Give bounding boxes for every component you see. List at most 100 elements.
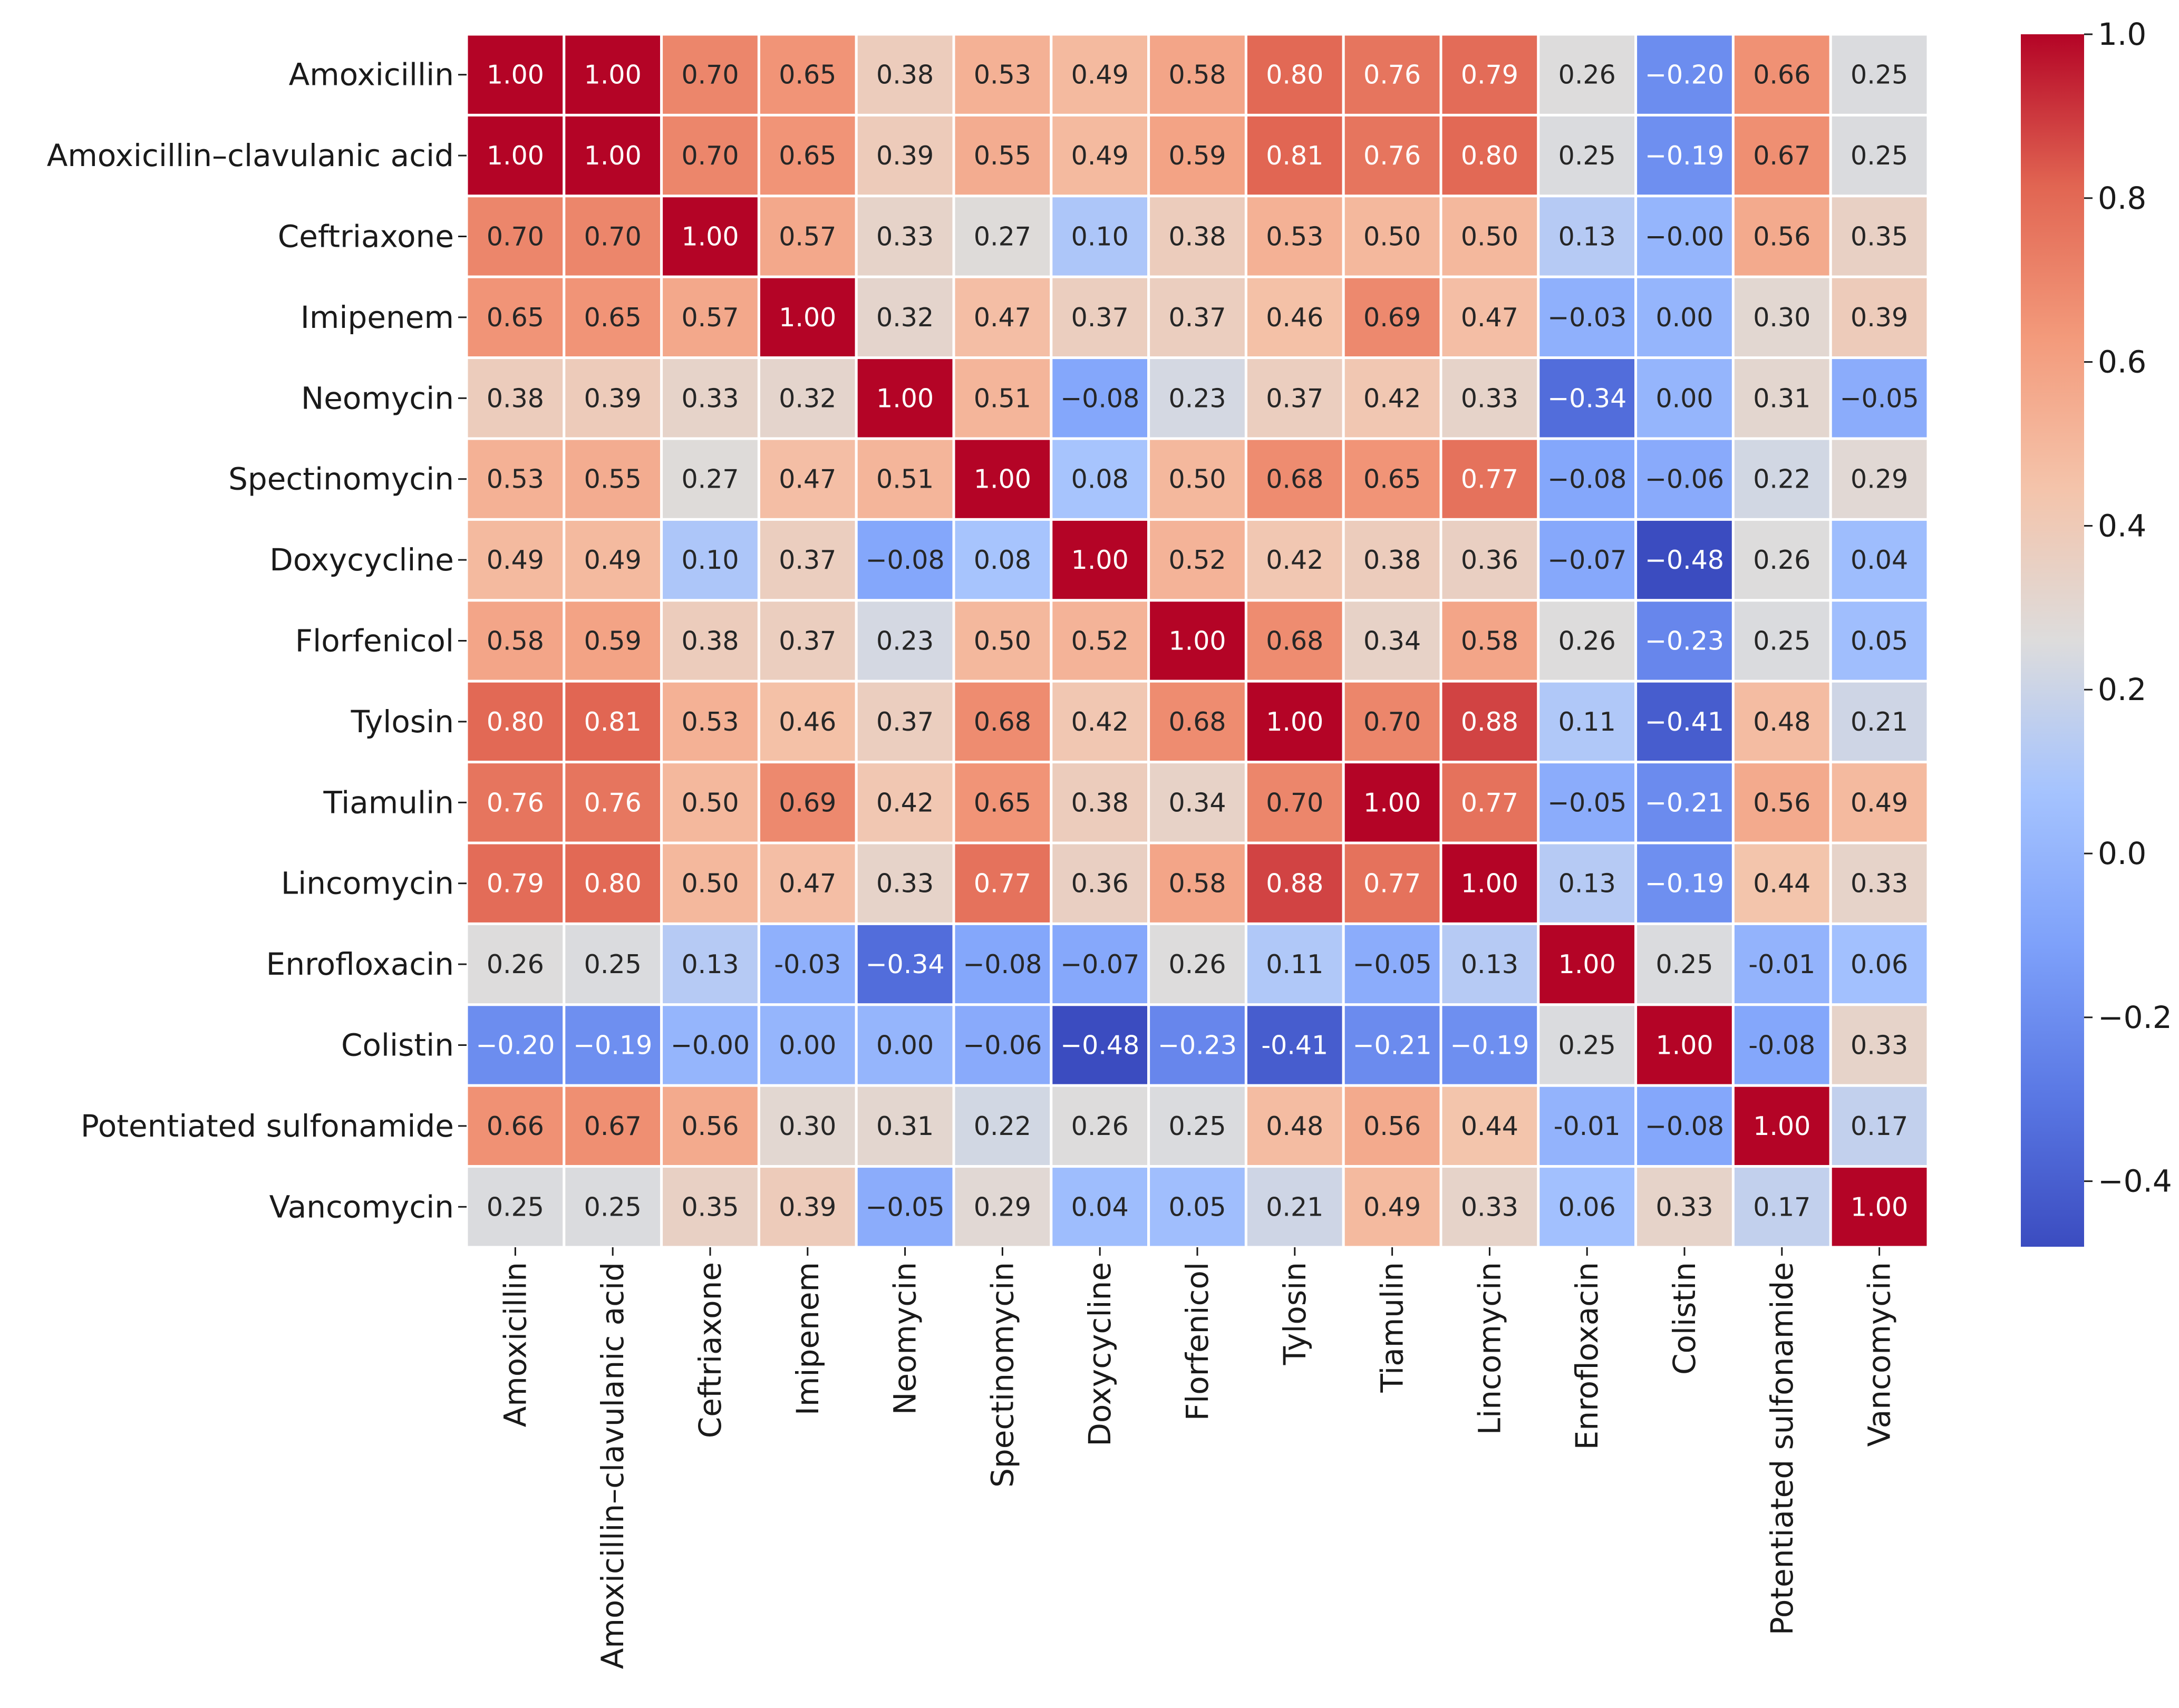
cell-value: 0.47 <box>779 464 836 494</box>
colorbar-tick-label: −0.4 <box>2098 1163 2172 1199</box>
heatmap-cell <box>1829 680 1930 764</box>
cell-value: 0.49 <box>1071 141 1129 171</box>
cell-value: 0.25 <box>1655 949 1713 979</box>
cell-value: 0.25 <box>1753 626 1810 656</box>
heatmap-cell <box>1829 518 1930 602</box>
cell-value: 0.50 <box>1363 222 1421 252</box>
cell-value: 0.52 <box>1168 545 1226 575</box>
row-label: Potentiated sulfonamide <box>81 1108 454 1144</box>
row-label: Tylosin <box>351 704 454 740</box>
cell-value: 0.23 <box>876 626 934 656</box>
cell-value: 0.77 <box>1461 788 1518 818</box>
cell-value: 0.06 <box>1558 1192 1616 1222</box>
cell-value: −0.08 <box>866 545 945 575</box>
cell-value: 0.44 <box>1461 1111 1518 1141</box>
cell-value: 0.26 <box>1168 949 1226 979</box>
column-label: Potentiated sulfonamide <box>1764 1262 1800 1635</box>
cell-value: 1.00 <box>1071 545 1129 575</box>
cell-value: 0.25 <box>1558 1031 1616 1061</box>
cell-value: 0.50 <box>1461 222 1518 252</box>
cell-value: 0.49 <box>1071 60 1129 90</box>
cell-value: −0.05 <box>1547 788 1626 818</box>
cell-value: 0.46 <box>1266 303 1323 333</box>
column-label: Tylosin <box>1277 1262 1313 1365</box>
column-label: Vancomycin <box>1862 1262 1897 1447</box>
heatmap-cell <box>952 680 1053 764</box>
cell-value: −0.05 <box>1353 949 1432 979</box>
heatmap-cell <box>1147 33 1247 117</box>
heatmap-cell <box>952 33 1053 117</box>
colorbar <box>2021 34 2084 1247</box>
cell-value: −0.07 <box>1060 949 1139 979</box>
heatmap-cell <box>465 518 566 602</box>
cell-value: 1.00 <box>584 141 642 171</box>
heatmap-cell <box>1050 437 1150 521</box>
cell-value: 1.00 <box>1558 949 1616 979</box>
cell-value: 0.49 <box>1851 788 1908 818</box>
heatmap-cell <box>1147 922 1247 1006</box>
heatmap-cell <box>1342 437 1442 521</box>
cell-value: 0.50 <box>681 788 739 818</box>
cell-value: 0.42 <box>1363 383 1421 413</box>
heatmap-cell <box>1244 437 1345 521</box>
column-label: Neomycin <box>887 1262 923 1415</box>
row-label: Colistin <box>341 1027 454 1063</box>
cell-value: 0.65 <box>779 60 836 90</box>
heatmap-cell <box>660 761 760 845</box>
heatmap-cell <box>757 1165 858 1249</box>
cell-value: 0.88 <box>1461 707 1518 737</box>
heatmap-cell <box>1634 1003 1735 1087</box>
cell-value: 0.57 <box>779 222 836 252</box>
cell-value: 0.36 <box>1071 869 1129 899</box>
heatmap-cell <box>1634 1084 1735 1168</box>
heatmap-cell <box>1537 113 1638 198</box>
cell-value: 0.68 <box>1266 464 1323 494</box>
cell-value: 0.26 <box>487 949 544 979</box>
heatmap-cell <box>952 356 1053 440</box>
colorbar-gradient <box>2021 34 2084 1247</box>
cell-value: 0.44 <box>1753 869 1810 899</box>
cell-value: 0.27 <box>681 464 739 494</box>
heatmap-cell <box>1439 275 1540 360</box>
heatmap-cell <box>1829 113 1930 198</box>
cell-value: 0.49 <box>584 545 642 575</box>
cell-value: 1.00 <box>487 141 544 171</box>
heatmap-cell <box>855 113 955 198</box>
cell-value: 0.38 <box>487 383 544 413</box>
cell-value: 1.00 <box>876 383 934 413</box>
cell-value: 0.76 <box>584 788 642 818</box>
cell-value: 0.51 <box>974 383 1031 413</box>
cell-value: −0.08 <box>1547 464 1626 494</box>
cell-value: 0.04 <box>1071 1192 1129 1222</box>
cell-value: −0.05 <box>866 1192 945 1222</box>
heatmap-cell <box>1439 680 1540 764</box>
cell-value: −0.34 <box>866 949 945 979</box>
cell-value: 0.26 <box>1753 545 1810 575</box>
cell-value: 0.08 <box>974 545 1031 575</box>
heatmap-cell <box>563 437 663 521</box>
heatmap-cell <box>1439 841 1540 925</box>
cell-value: 0.53 <box>1266 222 1323 252</box>
heatmap-cell <box>1829 1165 1930 1249</box>
cell-value: 0.42 <box>876 788 934 818</box>
cell-value: 0.13 <box>1558 869 1616 899</box>
heatmap-cell <box>1244 518 1345 602</box>
colorbar-tick-label: −0.2 <box>2098 999 2172 1035</box>
heatmap-cell <box>952 1165 1053 1249</box>
cell-value: 0.17 <box>1851 1111 1908 1141</box>
cell-value: 0.65 <box>974 788 1031 818</box>
heatmap-cell <box>563 113 663 198</box>
heatmap-cell <box>1829 356 1930 440</box>
heatmap-cell <box>1244 1165 1345 1249</box>
heatmap-cell <box>757 1084 858 1168</box>
heatmap-cell <box>1050 680 1150 764</box>
heatmap-cell <box>1342 841 1442 925</box>
cell-value: 0.69 <box>779 788 836 818</box>
heatmap-cell <box>465 1003 566 1087</box>
cell-value: 0.11 <box>1266 949 1323 979</box>
cell-value: 0.70 <box>1363 707 1421 737</box>
heatmap-cell <box>465 275 566 360</box>
heatmap-cell <box>1050 841 1150 925</box>
heatmap-cell <box>1050 761 1150 845</box>
heatmap-cell <box>465 841 566 925</box>
